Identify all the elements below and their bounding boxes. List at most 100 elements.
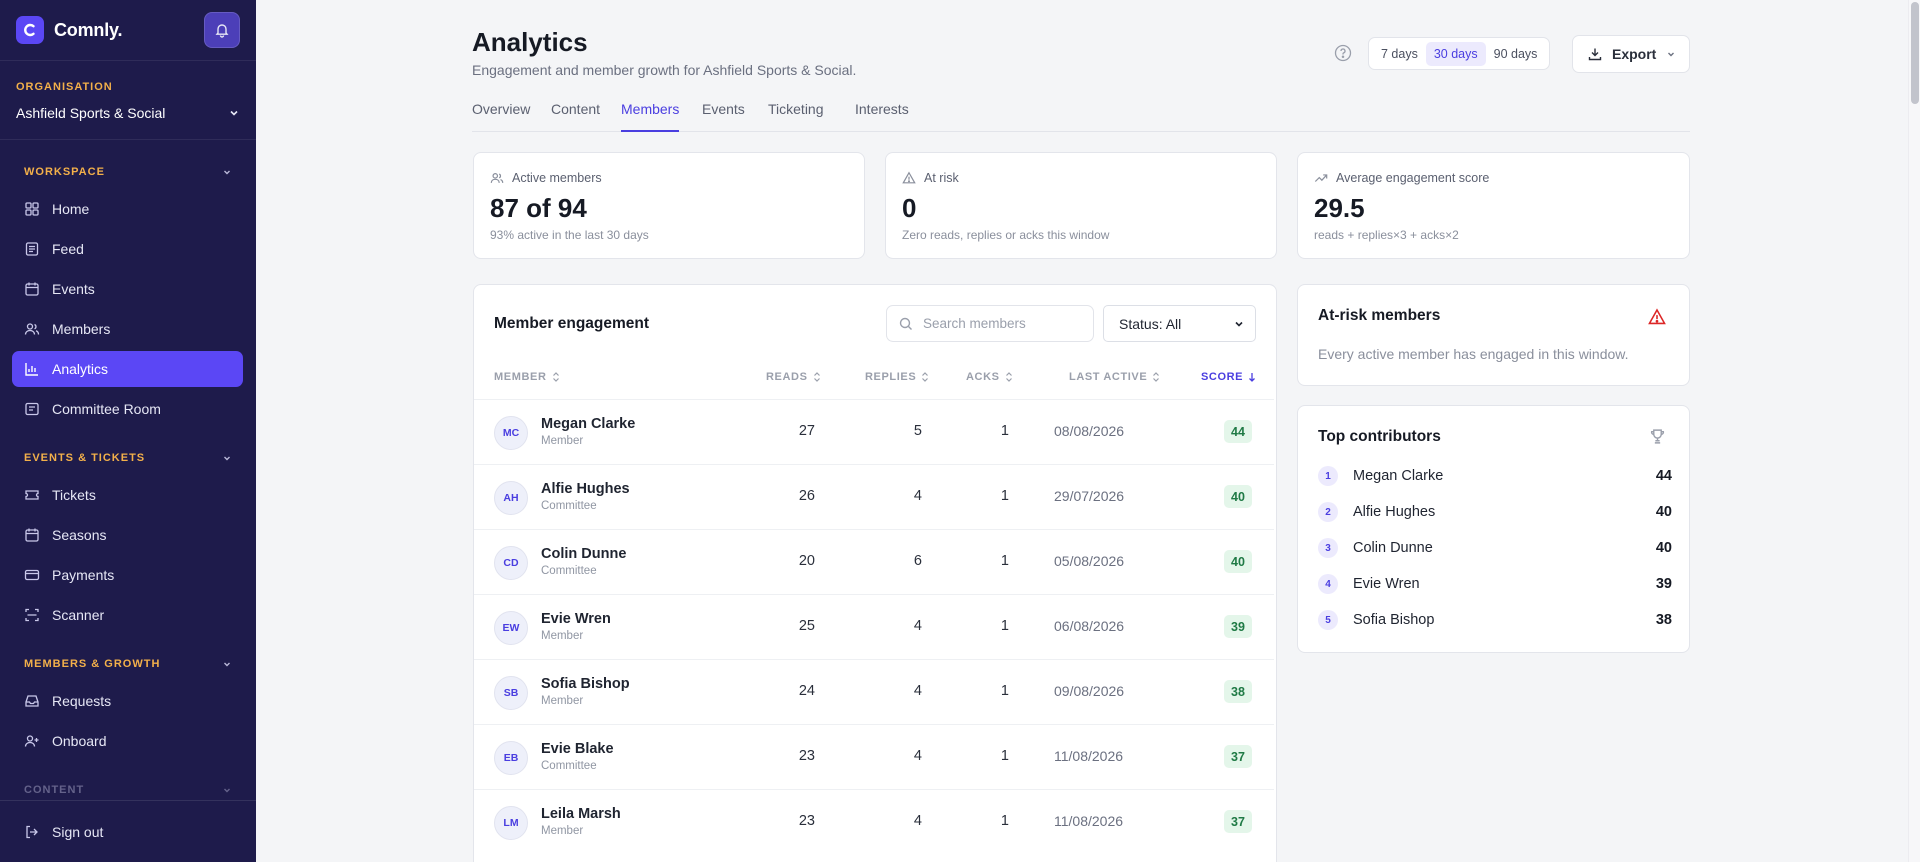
tab-members[interactable]: Members bbox=[621, 101, 680, 132]
sidebar-item-events[interactable]: Events bbox=[12, 271, 243, 307]
score-badge: 44 bbox=[1224, 420, 1252, 443]
arrow-down-icon bbox=[1249, 373, 1256, 382]
sidebar-item-tickets[interactable]: Tickets bbox=[12, 477, 243, 513]
column-header-member[interactable]: MEMBER bbox=[494, 371, 560, 383]
member-name: Leila Marsh bbox=[541, 806, 621, 822]
acks-value: 1 bbox=[1000, 553, 1009, 569]
avatar: SB bbox=[494, 676, 528, 710]
avatar: EB bbox=[494, 741, 528, 775]
table-row[interactable]: MC Megan Clarke Member 27 5 1 08/08/2026… bbox=[474, 399, 1274, 464]
tab-content[interactable]: Content bbox=[551, 101, 601, 117]
stat-label: Active members bbox=[490, 171, 602, 185]
member-name: Sofia Bishop bbox=[541, 676, 630, 692]
replies-value: 4 bbox=[913, 488, 922, 504]
table-row[interactable]: EW Evie Wren Member 25 4 1 06/08/2026 39 bbox=[474, 594, 1274, 659]
stat-note: reads + replies×3 + acks×2 bbox=[1314, 228, 1459, 242]
message-icon bbox=[24, 401, 40, 417]
contributor-item[interactable]: 3 Colin Dunne 40 bbox=[1318, 536, 1672, 560]
help-icon[interactable] bbox=[1334, 44, 1352, 62]
stat-label-text: Active members bbox=[512, 171, 602, 185]
tab-ticketing[interactable]: Ticketing bbox=[768, 101, 824, 117]
table-row[interactable]: AH Alfie Hughes Committee 26 4 1 29/07/2… bbox=[474, 464, 1274, 529]
replies-value: 4 bbox=[913, 813, 922, 829]
replies-value: 4 bbox=[913, 618, 922, 634]
sidebar-item-members[interactable]: Members bbox=[12, 311, 243, 347]
range-7-days[interactable]: 7 days bbox=[1381, 46, 1418, 61]
search-input[interactable] bbox=[923, 316, 1073, 331]
avatar: AH bbox=[494, 481, 528, 515]
top-contributors-card: Top contributors 1 Megan Clarke 44 2 Alf… bbox=[1297, 405, 1690, 653]
organisation-select[interactable]: Ashfield Sports & Social bbox=[16, 105, 240, 121]
range-30-days[interactable]: 30 days bbox=[1425, 41, 1486, 66]
table-row[interactable]: SB Sofia Bishop Member 24 4 1 09/08/2026… bbox=[474, 659, 1274, 724]
tab-interests[interactable]: Interests bbox=[855, 101, 909, 117]
score-badge: 39 bbox=[1224, 615, 1252, 638]
sidebar-item-home[interactable]: Home bbox=[12, 191, 243, 227]
column-header-acks[interactable]: ACKS bbox=[966, 371, 1013, 383]
contributor-item[interactable]: 1 Megan Clarke 44 bbox=[1318, 464, 1672, 488]
top-contributors-title: Top contributors bbox=[1318, 428, 1441, 445]
export-button[interactable]: Export bbox=[1572, 35, 1690, 73]
date-range-selector: 7 days 30 days 90 days bbox=[1368, 37, 1551, 70]
column-header-last-active[interactable]: LAST ACTIVE bbox=[1069, 371, 1160, 383]
sort-icon bbox=[552, 372, 559, 382]
section-events-tickets[interactable]: EVENTS & TICKETS bbox=[0, 448, 256, 468]
trend-icon bbox=[1314, 174, 1328, 182]
sidebar-item-payments[interactable]: Payments bbox=[12, 557, 243, 593]
calendar-icon bbox=[24, 281, 40, 297]
sidebar-item-requests[interactable]: Requests bbox=[12, 683, 243, 719]
sign-out-button[interactable]: Sign out bbox=[12, 814, 243, 850]
section-members-growth[interactable]: MEMBERS & GROWTH bbox=[0, 654, 256, 674]
sidebar-item-analytics[interactable]: Analytics bbox=[12, 351, 243, 387]
section-events-tickets-label: EVENTS & TICKETS bbox=[24, 452, 146, 464]
search-members-box[interactable] bbox=[886, 305, 1094, 342]
section-content[interactable]: CONTENT bbox=[0, 780, 256, 800]
rank-badge: 1 bbox=[1318, 466, 1338, 486]
tab-events[interactable]: Events bbox=[702, 101, 745, 117]
member-name: Evie Wren bbox=[541, 611, 611, 627]
table-row[interactable]: LM Leila Marsh Member 23 4 1 11/08/2026 … bbox=[474, 789, 1274, 854]
stat-value: 0 bbox=[902, 193, 917, 223]
page-subtitle: Engagement and member growth for Ashfiel… bbox=[472, 62, 857, 78]
sidebar-item-onboard[interactable]: Onboard bbox=[12, 723, 243, 759]
stat-label-text: At risk bbox=[924, 171, 959, 185]
notifications-button[interactable] bbox=[204, 12, 240, 48]
comnly-logo-icon[interactable] bbox=[16, 16, 44, 44]
table-row[interactable]: CD Colin Dunne Committee 20 6 1 05/08/20… bbox=[474, 529, 1274, 594]
contributor-score: 39 bbox=[1655, 576, 1672, 592]
contributor-item[interactable]: 5 Sofia Bishop 38 bbox=[1318, 608, 1672, 632]
member-role: Member bbox=[541, 695, 584, 707]
sidebar-item-feed[interactable]: Feed bbox=[12, 231, 243, 267]
contributor-item[interactable]: 2 Alfie Hughes 40 bbox=[1318, 500, 1672, 524]
sidebar-item-committee-room[interactable]: Committee Room bbox=[12, 391, 243, 427]
organisation-block: ORGANISATION Ashfield Sports & Social bbox=[0, 61, 256, 140]
sidebar-item-label: Committee Room bbox=[52, 401, 161, 417]
status-filter-select[interactable]: Status: All bbox=[1103, 305, 1256, 342]
table-row[interactable]: EB Evie Blake Committee 23 4 1 11/08/202… bbox=[474, 724, 1274, 789]
sidebar-item-seasons[interactable]: Seasons bbox=[12, 517, 243, 553]
search-icon bbox=[899, 317, 912, 330]
column-header-reads[interactable]: READS bbox=[766, 371, 821, 383]
scrollbar-thumb[interactable] bbox=[1911, 2, 1919, 104]
sidebar-item-label: Feed bbox=[52, 241, 84, 257]
sidebar-item-label: Members bbox=[52, 321, 111, 337]
column-header-score[interactable]: SCORE bbox=[1201, 371, 1256, 383]
page-scrollbar[interactable] bbox=[1908, 0, 1920, 862]
inbox-icon bbox=[24, 693, 40, 709]
tab-overview[interactable]: Overview bbox=[472, 101, 531, 117]
score-badge: 40 bbox=[1224, 550, 1252, 573]
contributor-item[interactable]: 4 Evie Wren 39 bbox=[1318, 572, 1672, 596]
user-plus-icon bbox=[24, 733, 40, 749]
section-workspace[interactable]: WORKSPACE bbox=[0, 162, 256, 182]
chevron-down-icon bbox=[1235, 321, 1243, 327]
contributor-name: Megan Clarke bbox=[1353, 468, 1444, 484]
card-icon bbox=[24, 567, 40, 583]
range-90-days[interactable]: 90 days bbox=[1493, 46, 1538, 61]
column-header-replies[interactable]: REPLIES bbox=[865, 371, 929, 383]
last-active-value: 06/08/2026 bbox=[1054, 618, 1125, 634]
sidebar-item-scanner[interactable]: Scanner bbox=[12, 597, 243, 633]
sidebar-item-label: Payments bbox=[52, 567, 115, 583]
brand: Comnly. bbox=[0, 0, 256, 61]
contributor-score: 38 bbox=[1655, 612, 1672, 628]
sign-out-label: Sign out bbox=[52, 824, 104, 840]
